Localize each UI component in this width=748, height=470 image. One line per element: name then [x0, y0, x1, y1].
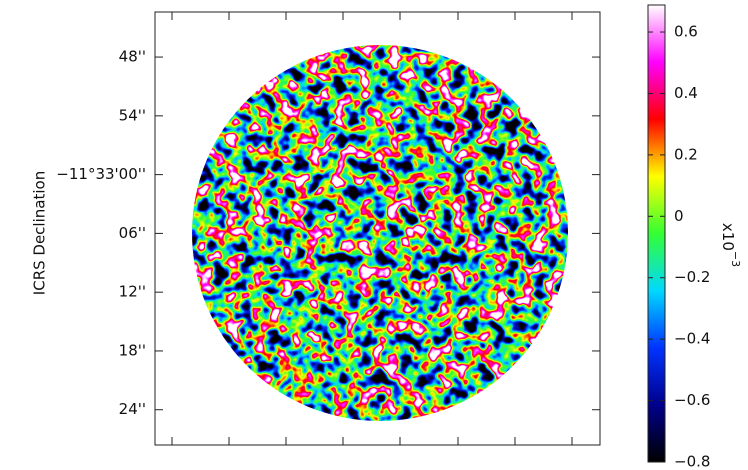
- y-axis-label: ICRS Declination: [31, 171, 49, 295]
- colorbar-label: x10−3: [720, 223, 743, 267]
- colorbar-tick-label: 0.6: [674, 23, 698, 41]
- y-tick-label: 06'': [119, 224, 146, 242]
- colorbar-tick-label: 0.2: [674, 145, 698, 163]
- y-tick-label: −11°33'00'': [56, 165, 146, 183]
- colorbar: [648, 5, 665, 462]
- y-tick-label: 24'': [119, 400, 146, 418]
- y-tick-label: 18'': [119, 341, 146, 359]
- colorbar-label-base: x10: [720, 223, 738, 251]
- colorbar-tick-label: −0.6: [674, 391, 710, 409]
- y-tick-label: 48'': [119, 48, 146, 66]
- colorbar-tick-label: 0.4: [674, 84, 698, 102]
- colorbar-tick-label: −0.2: [674, 268, 710, 286]
- colorbar-tick-label: 0: [674, 207, 684, 225]
- chart: ICRS Declination x10−3 48'' 54'' −11°33'00…: [0, 0, 748, 470]
- colorbar-tick-label: −0.8: [674, 453, 710, 470]
- y-tick-label: 54'': [119, 106, 146, 124]
- colorbar-label-exponent: −3: [729, 251, 742, 267]
- y-tick-label: 12'': [119, 283, 146, 301]
- colorbar-tick-label: −0.4: [674, 330, 710, 348]
